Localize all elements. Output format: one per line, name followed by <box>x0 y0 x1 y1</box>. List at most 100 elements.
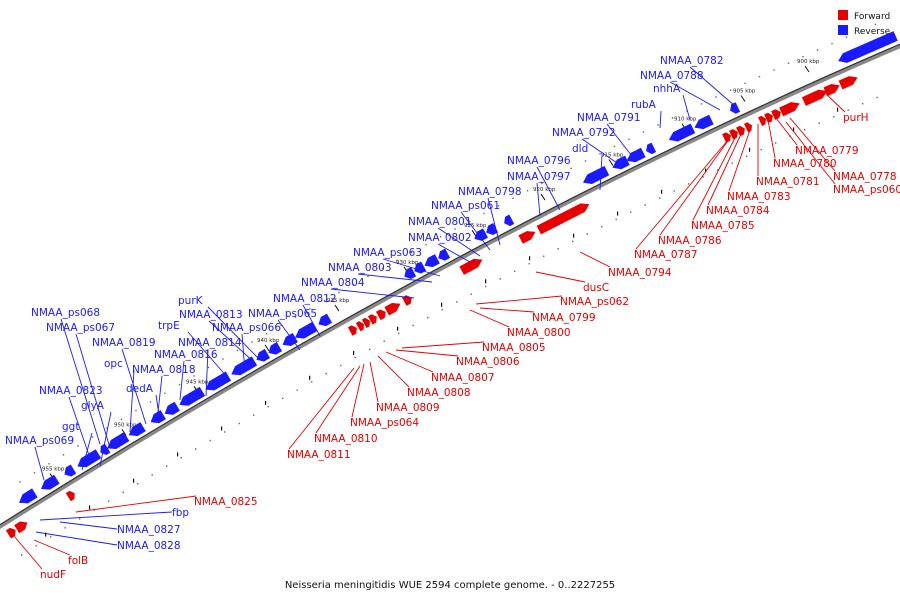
legend-forward-label: Forward <box>854 12 890 22</box>
scale-tick <box>334 304 340 312</box>
forward-gene-label: NMAA_0799 <box>532 312 596 324</box>
reverse-gene-label: NMAA_0803 <box>328 262 392 274</box>
reverse-gene <box>486 223 499 236</box>
scale-tick <box>804 65 810 73</box>
forward-gene-label: NMAA_0779 <box>795 145 859 157</box>
scale-tick <box>540 193 546 201</box>
reverse-gene-label: NMAA_0818 <box>132 364 196 376</box>
reverse-gene <box>295 321 318 339</box>
scale-dots <box>19 23 878 556</box>
forward-gene-label: NMAA_0805 <box>482 342 546 354</box>
tick-label: 900 kbp <box>797 59 820 65</box>
reverse-gene-label: trpE <box>158 320 180 332</box>
scale-dash <box>749 147 751 152</box>
forward-gene-label: dusC <box>583 282 609 294</box>
scale-dash <box>353 350 355 355</box>
forward-gene <box>375 309 386 321</box>
tick-label: 925 kbp <box>464 223 487 229</box>
reverse-gene-label: dld <box>572 143 588 155</box>
forward-gene-label: NMAA_0800 <box>507 327 571 339</box>
tick-label: 950 kbp <box>114 422 137 428</box>
scale-dash <box>45 532 47 537</box>
forward-gene <box>764 112 773 124</box>
forward-gene <box>744 122 752 133</box>
forward-gene-label: NMAA_ps064 <box>350 417 419 429</box>
forward-gene-label: NMAA_0787 <box>634 249 698 261</box>
reverse-gene <box>40 474 60 490</box>
forward-gene-label: NMAA_0825 <box>194 496 258 508</box>
reverse-gene-label: NMAA_ps061 <box>431 200 500 212</box>
scale-dash <box>309 375 311 380</box>
reverse-gene-label: NMAA_0804 <box>301 277 365 289</box>
reverse-gene <box>414 261 427 274</box>
forward-gene-label: NMAA_0808 <box>407 387 471 399</box>
tick-label: 935 kbp <box>327 298 350 304</box>
reverse-gene-label: NMAA_ps068 <box>31 307 100 319</box>
reverse-gene <box>318 313 333 327</box>
reverse-gene-label: rubA <box>631 99 657 111</box>
forward-gene <box>5 527 16 539</box>
reverse-gene <box>838 31 898 63</box>
reverse-gene-label: NMAA_0801 <box>408 216 472 228</box>
forward-gene <box>14 521 28 534</box>
legend: Forward Reverse <box>838 10 891 37</box>
reverse-gene-label: NMAA_0802 <box>408 232 472 244</box>
reverse-gene <box>282 332 298 347</box>
forward-gene-label: NMAA_0810 <box>314 433 378 445</box>
reverse-gene-label: NMAA_0782 <box>660 55 724 67</box>
forward-gene <box>361 317 370 328</box>
reverse-gene-label: NMAA_0797 <box>507 171 571 183</box>
scale-tick <box>471 229 477 237</box>
forward-gene-label: NMAA_0811 <box>287 449 351 461</box>
forward-gene <box>347 325 357 336</box>
forward-gene-labels: purHNMAA_0779NMAA_0780NMAA_0778NMAA_ps06… <box>13 93 900 581</box>
forward-genes <box>5 76 858 539</box>
tick-label: 910 kbp <box>674 117 697 123</box>
scale-tick <box>264 344 270 352</box>
tick-label: 920 kbp <box>533 187 556 193</box>
reverse-gene <box>128 422 146 436</box>
reverse-gene <box>646 142 657 155</box>
scale-dash <box>529 256 531 261</box>
scale-dash <box>441 302 443 307</box>
reverse-gene-label: NMAA_0819 <box>92 337 156 349</box>
forward-gene-label: purH <box>843 112 869 124</box>
forward-gene <box>782 102 800 115</box>
reverse-gene-label: NMAA_0813 <box>179 309 243 321</box>
legend-reverse-label: Reverse <box>854 27 891 37</box>
forward-gene-label: NMAA_0784 <box>706 205 770 217</box>
forward-gene <box>801 89 828 106</box>
reverse-gene-label: purK <box>178 295 204 307</box>
reverse-gene-label: NMAA_ps069 <box>5 435 74 447</box>
scale-dash <box>177 452 179 457</box>
reverse-gene <box>612 155 630 170</box>
scale-tick <box>608 159 614 166</box>
reverse-gene-label: nhhA <box>653 83 681 95</box>
reverse-gene <box>64 464 77 477</box>
genome-backbone <box>0 43 900 530</box>
scale-dash <box>617 211 619 216</box>
reverse-gene-label: NMAA_0814 <box>178 337 242 349</box>
forward-gene-label: NMAA_0785 <box>691 220 755 232</box>
scale-dash <box>573 233 575 238</box>
reverse-gene-label: NMAA_0823 <box>39 385 103 397</box>
reverse-gene <box>474 228 488 241</box>
reverse-gene <box>164 401 180 415</box>
reverse-gene <box>404 266 417 280</box>
reverse-gene <box>107 432 130 450</box>
forward-gene <box>518 231 536 244</box>
scale-dash <box>221 426 223 431</box>
tick-label: 940 kbp <box>257 338 280 344</box>
legend-forward-swatch <box>838 10 848 20</box>
forward-gene-label: NMAA_0806 <box>456 356 520 368</box>
forward-gene-label: NMAA_0781 <box>756 176 820 188</box>
reverse-gene <box>268 342 283 355</box>
tick-label: 915 kbp <box>601 153 624 159</box>
reverse-gene-label: NMAA_0816 <box>154 349 218 361</box>
reverse-gene <box>694 114 714 130</box>
scale-dash <box>397 326 399 331</box>
reverse-gene-label: NMAA_0812 <box>273 293 337 305</box>
forward-gene <box>771 109 781 120</box>
scale-dash <box>793 127 795 132</box>
forward-gene <box>736 125 745 137</box>
